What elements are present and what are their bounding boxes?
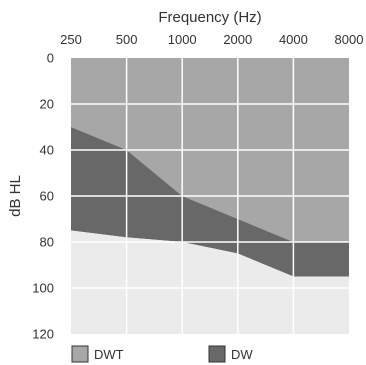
y-tick-label: 60 (40, 189, 54, 204)
y-axis-ticks: 0 20 40 60 80 100 120 (32, 51, 54, 342)
legend-label: DWT (94, 347, 124, 362)
legend-swatch (208, 345, 226, 363)
legend-swatch (71, 345, 89, 363)
x-axis-title: Frequency (Hz) (158, 9, 261, 26)
x-tick-label: 250 (60, 32, 82, 47)
y-tick-label: 80 (40, 235, 54, 250)
x-tick-label: 500 (116, 32, 138, 47)
legend-label: DW (231, 347, 253, 362)
x-tick-label: 2000 (223, 32, 252, 47)
y-tick-label: 0 (47, 51, 54, 66)
x-tick-label: 8000 (335, 32, 364, 47)
x-tick-label: 4000 (279, 32, 308, 47)
legend-item-dw: DW (208, 345, 253, 363)
y-axis-title: dB HL (7, 175, 24, 217)
area-dw (71, 127, 349, 277)
legend: DWT DW (71, 345, 253, 363)
y-tick-label: 20 (40, 97, 54, 112)
y-tick-label: 100 (32, 281, 54, 296)
chart-grid (71, 58, 349, 334)
y-tick-label: 120 (32, 327, 54, 342)
area-remaining (71, 230, 349, 334)
y-tick-label: 40 (40, 143, 54, 158)
legend-item-dwt: DWT (71, 345, 124, 363)
x-axis-ticks: 250 500 1000 2000 4000 8000 (60, 32, 363, 47)
x-tick-label: 1000 (168, 32, 197, 47)
